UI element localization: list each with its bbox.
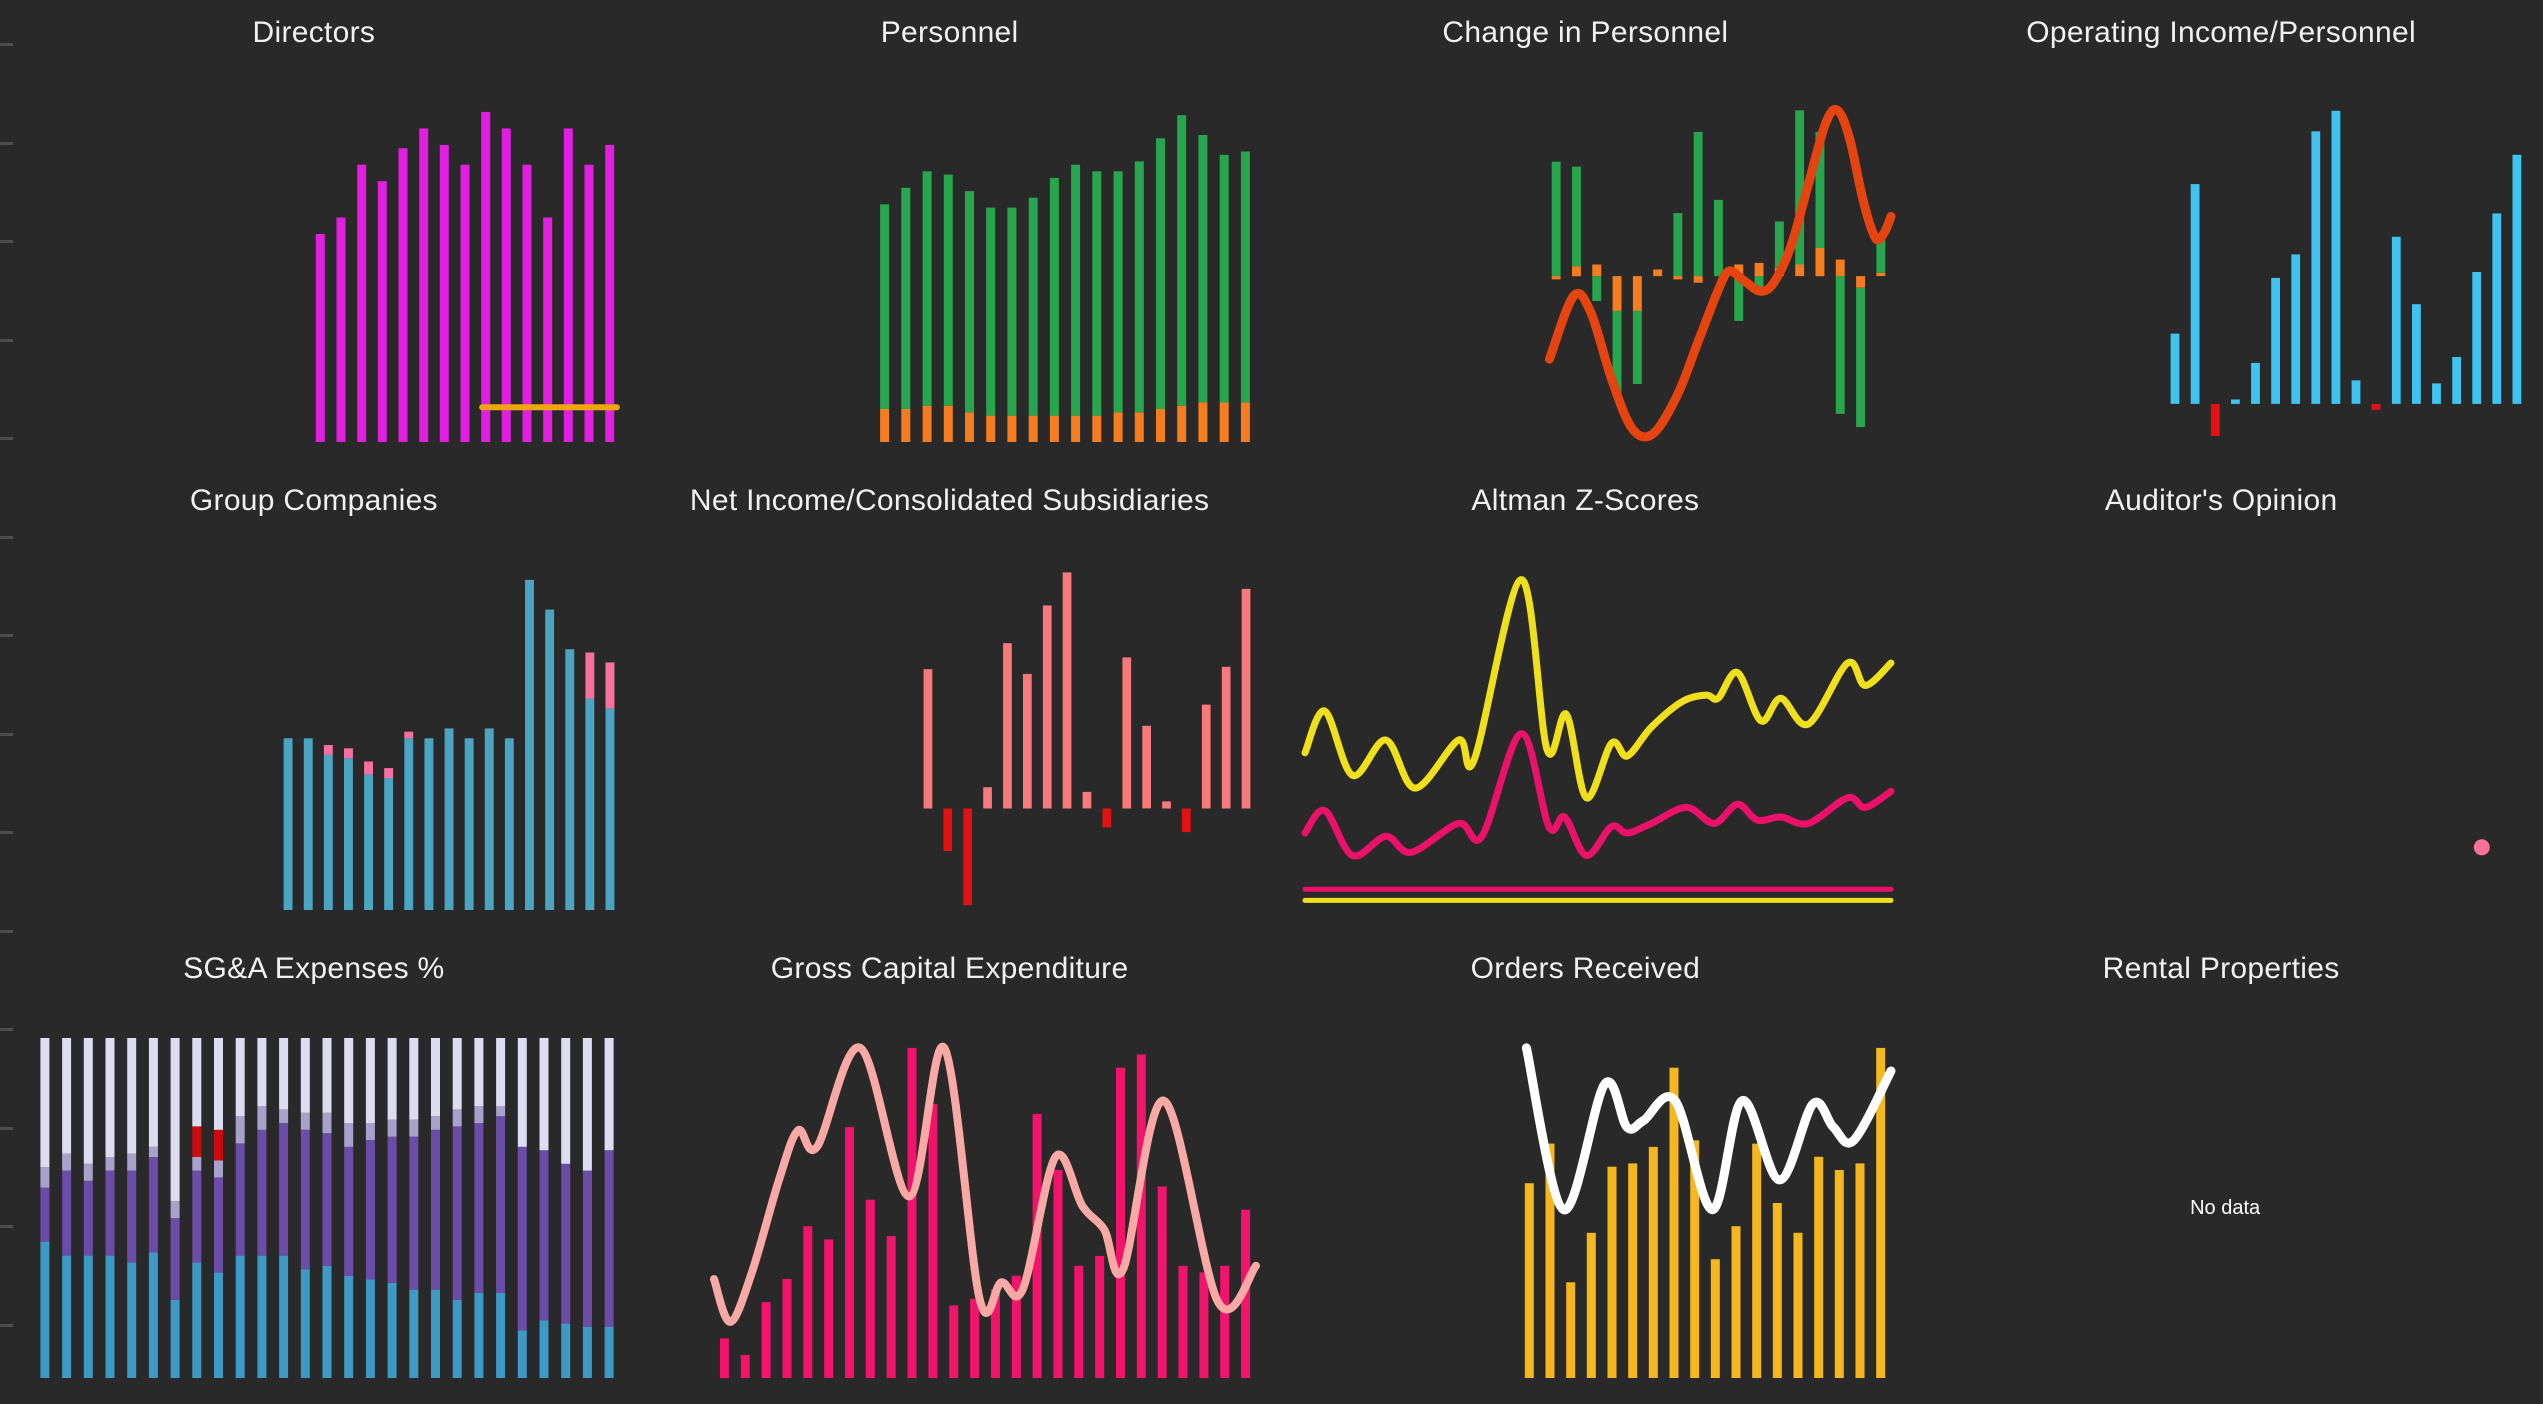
chart-title: Gross Capital Expenditure xyxy=(770,952,1129,985)
chart-title: Orders Received xyxy=(1470,952,1701,985)
group-companies-chart xyxy=(16,570,620,910)
panel-altman-z-scores[interactable]: Altman Z-Scores xyxy=(1272,468,1908,936)
axis-tick xyxy=(0,1028,13,1031)
axis-tick xyxy=(0,141,13,145)
panel-personnel[interactable]: Personnel xyxy=(636,0,1272,468)
auditors-opinion-chart xyxy=(1923,570,2527,910)
axis-tick xyxy=(0,43,13,46)
panel-auditors-opinion[interactable]: Auditor's Opinion xyxy=(1907,468,2543,936)
axis-tick xyxy=(0,535,13,539)
net-income-consolidated-subsidiaries-chart xyxy=(652,570,1256,910)
chart-title: Rental Properties xyxy=(2102,952,2340,985)
axis-tick xyxy=(0,240,13,243)
chart-title: SG&A Expenses % xyxy=(183,952,445,985)
operating-income-personnel-chart xyxy=(1923,102,2527,442)
axis-tick xyxy=(0,1323,13,1327)
personnel-chart xyxy=(652,102,1256,442)
chart-title: Directors xyxy=(252,16,376,49)
axis-tick xyxy=(0,929,13,933)
chart-title: Net Income/Consolidated Subsidiaries xyxy=(689,484,1210,517)
axis-tick xyxy=(0,437,13,440)
panel-net-income-consolidated-subsidiaries[interactable]: Net Income/Consolidated Subsidiaries xyxy=(636,468,1272,936)
axis-tick xyxy=(0,1126,13,1130)
no-data-label: No data xyxy=(2190,1196,2261,1219)
chart-title: Change in Personnel xyxy=(1442,16,1729,49)
panel-rental-properties[interactable]: Rental Properties No data xyxy=(1907,936,2543,1404)
chart-title: Operating Income/Personnel xyxy=(2026,16,2416,49)
chart-title: Personnel xyxy=(880,16,1019,49)
panel-orders-received[interactable]: Orders Received xyxy=(1272,936,1908,1404)
panel-directors[interactable]: Directors xyxy=(0,0,636,468)
altman-z-scores-chart xyxy=(1288,570,1895,910)
axis-tick xyxy=(0,338,13,342)
chart-title: Group Companies xyxy=(189,484,438,517)
chart-title: Altman Z-Scores xyxy=(1471,484,1700,517)
change-in-personnel-chart xyxy=(1288,102,1896,442)
sga-expenses-chart xyxy=(16,1038,620,1378)
rental-properties-chart: No data xyxy=(1923,1038,2527,1378)
panel-operating-income-personnel[interactable]: Operating Income/Personnel xyxy=(1907,0,2543,468)
axis-tick xyxy=(0,831,13,834)
panel-group-companies[interactable]: Group Companies xyxy=(0,468,636,936)
chart-title: Auditor's Opinion xyxy=(2104,484,2338,517)
panel-sga-expenses[interactable]: SG&A Expenses % xyxy=(0,936,636,1404)
orders-received-chart xyxy=(1288,1038,1896,1378)
axis-tick xyxy=(0,1225,13,1228)
panel-change-in-personnel[interactable]: Change in Personnel xyxy=(1272,0,1908,468)
axis-tick xyxy=(0,634,13,637)
axis-tick xyxy=(0,732,13,736)
gross-capital-expenditure-chart xyxy=(652,1038,1260,1378)
panel-gross-capital-expenditure[interactable]: Gross Capital Expenditure xyxy=(636,936,1272,1404)
directors-chart xyxy=(16,102,620,443)
